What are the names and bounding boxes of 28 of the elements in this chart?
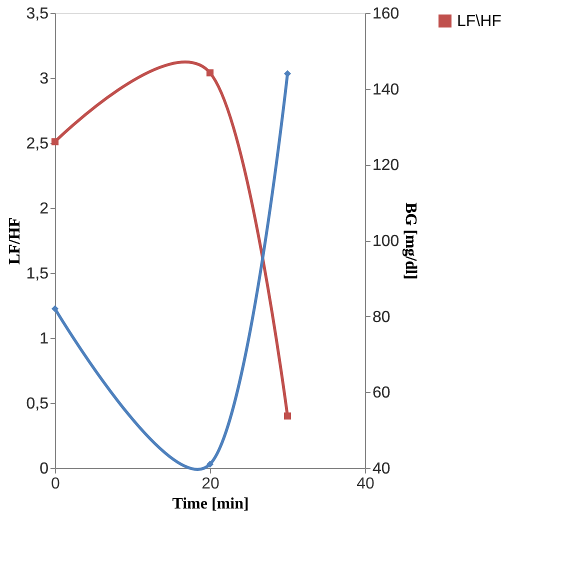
y2-tick-label: 80 [372, 308, 390, 326]
point [51, 138, 59, 146]
point [51, 305, 59, 312]
x-tick-label: 0 [51, 476, 60, 492]
point [206, 460, 214, 468]
y2-tick-label: 100 [372, 233, 400, 250]
x-axis-title: Time [min] [172, 496, 249, 512]
point [206, 69, 214, 76]
y-tick-label: 3,5 [26, 6, 49, 22]
point [284, 70, 292, 78]
y2-tick-label: 60 [372, 384, 390, 402]
y2-axis-title: BG [mg/dl] [402, 202, 420, 280]
y-tick-label: 2 [40, 200, 49, 218]
y2-tick-label: 140 [372, 81, 400, 98]
point [284, 412, 292, 420]
y-tick-label: 1,5 [26, 266, 49, 282]
legend-label: LF\HF [457, 13, 502, 30]
y-tick-label: 0 [40, 460, 49, 478]
y-axis-title: LF/HF [6, 217, 24, 265]
y2-tick-label: 120 [372, 157, 400, 174]
y-tick-label: 0,5 [26, 396, 49, 412]
x-tick-label: 20 [202, 476, 220, 492]
y2-tick-label: 40 [372, 460, 390, 478]
y-tick-label: 3 [40, 70, 49, 88]
x-tick-label: 40 [356, 476, 374, 492]
y2-tick-label: 160 [372, 6, 400, 22]
y-tick-label: 2,5 [26, 136, 49, 152]
y-tick-label: 1 [40, 330, 49, 348]
